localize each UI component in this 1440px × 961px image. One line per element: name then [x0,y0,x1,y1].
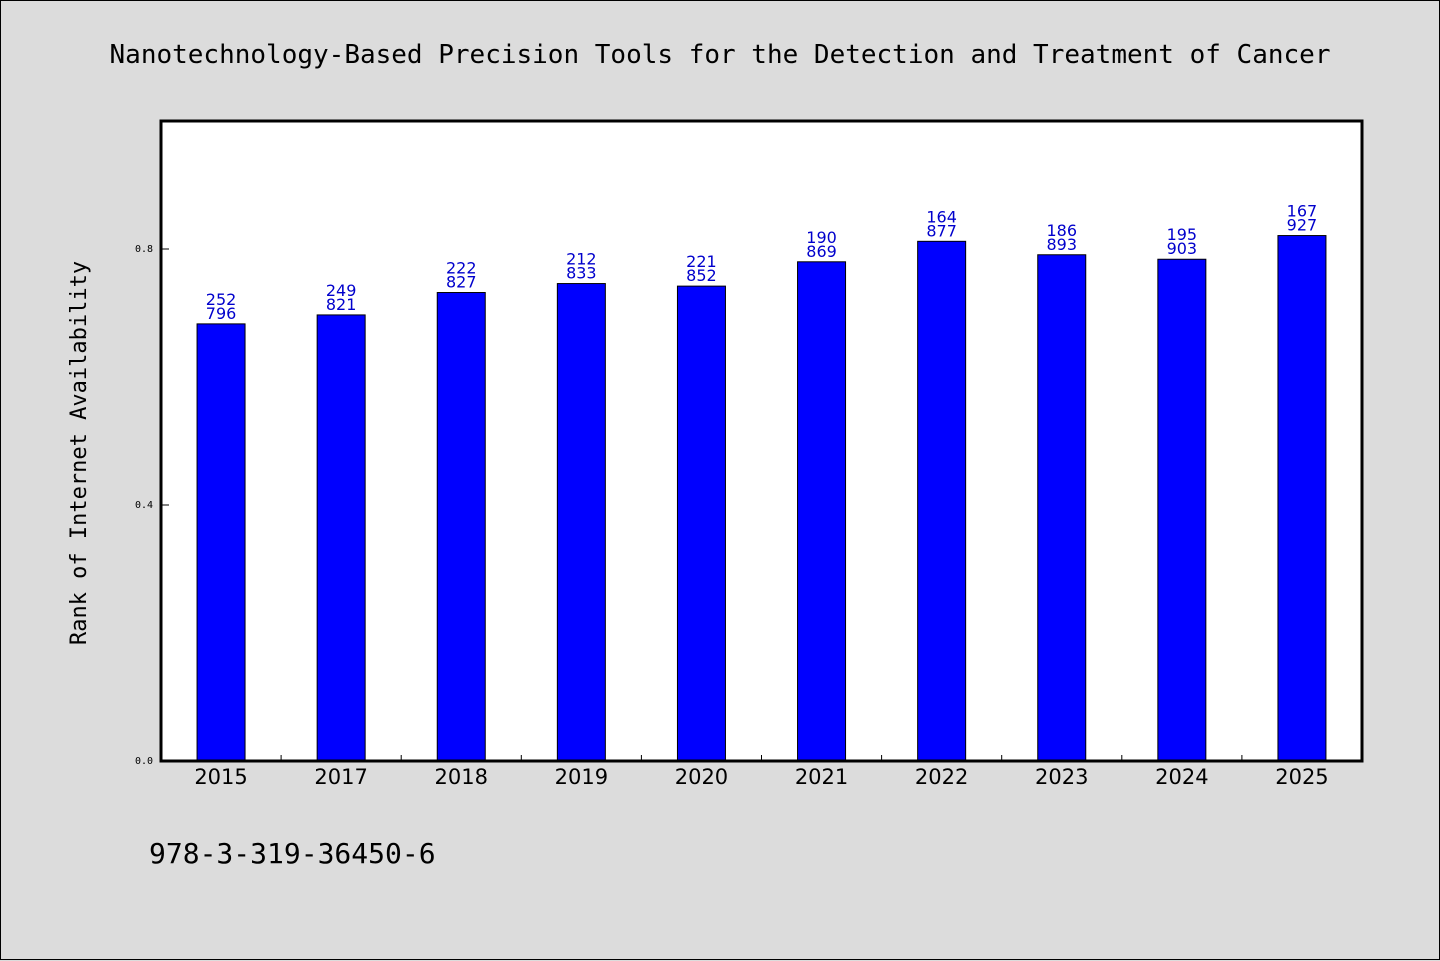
bar-2021 [797,261,847,762]
data-label-2017-top: 249 [326,281,357,300]
bar-2020 [676,285,726,762]
x-tick-label-2018: 2018 [435,765,488,789]
x-tick-label-2024: 2024 [1155,765,1208,789]
x-ticks-layer: 2015 2017 2018 2019 2020 2021 2022 2023 2024 2025 [194,755,1329,789]
bar-2017 [316,314,366,762]
y-tick-label-0.4: 0.4 [135,500,153,511]
plot-border [159,119,1364,763]
data-label-2019-bottom: 833 [566,264,597,283]
data-label-2015-top: 252 [206,290,237,309]
x-tick-label-2022: 2022 [915,765,968,789]
data-labels-layer: 2527962498212228272128332218521908691648… [206,202,1317,323]
x-tick-label-2023: 2023 [1035,765,1088,789]
x-tick-label-2025: 2025 [1275,765,1328,789]
data-label-2025-top: 167 [1287,202,1318,221]
data-label-2018-top: 222 [446,259,477,278]
x-tick-label-2015: 2015 [194,765,247,789]
bar-2023 [1037,254,1087,762]
x-tick-label-2021: 2021 [795,765,848,789]
data-label-2018-bottom: 827 [446,273,477,292]
data-label-2023-top: 186 [1046,221,1077,240]
bar-2022 [917,240,967,762]
data-label-2017-bottom: 821 [326,295,357,314]
data-label-2023-bottom: 893 [1046,235,1077,254]
bar-2015 [196,323,246,762]
chart-title: Nanotechnology-Based Precision Tools for… [110,40,1331,70]
data-label-2020-top: 221 [686,252,717,271]
data-label-2021-top: 190 [806,228,837,247]
data-label-2024-top: 195 [1167,225,1198,244]
data-label-2015-bottom: 796 [206,304,237,323]
y-tick-label-0.8: 0.8 [135,244,153,255]
data-label-2020-bottom: 852 [686,266,717,285]
bars-layer [196,235,1327,762]
data-label-2022-bottom: 877 [926,221,957,240]
bar-2025 [1277,235,1327,762]
x-tick-label-2017: 2017 [314,765,367,789]
data-label-2019-top: 212 [566,250,597,269]
y-tick-label-0.0: 0.0 [135,756,153,767]
x-tick-label-2020: 2020 [675,765,728,789]
data-label-2022-top: 164 [926,207,957,226]
data-label-2025-bottom: 927 [1287,216,1318,235]
bar-2024 [1157,258,1207,762]
isbn-footer: 978-3-319-36450-6 [149,837,436,870]
y-axis-label: Rank of Internet Availability [67,261,92,645]
bar-2018 [436,292,486,762]
bar-2019 [556,283,606,762]
data-label-2021-bottom: 869 [806,242,837,261]
data-label-2024-bottom: 903 [1167,239,1198,258]
x-tick-label-2019: 2019 [555,765,608,789]
